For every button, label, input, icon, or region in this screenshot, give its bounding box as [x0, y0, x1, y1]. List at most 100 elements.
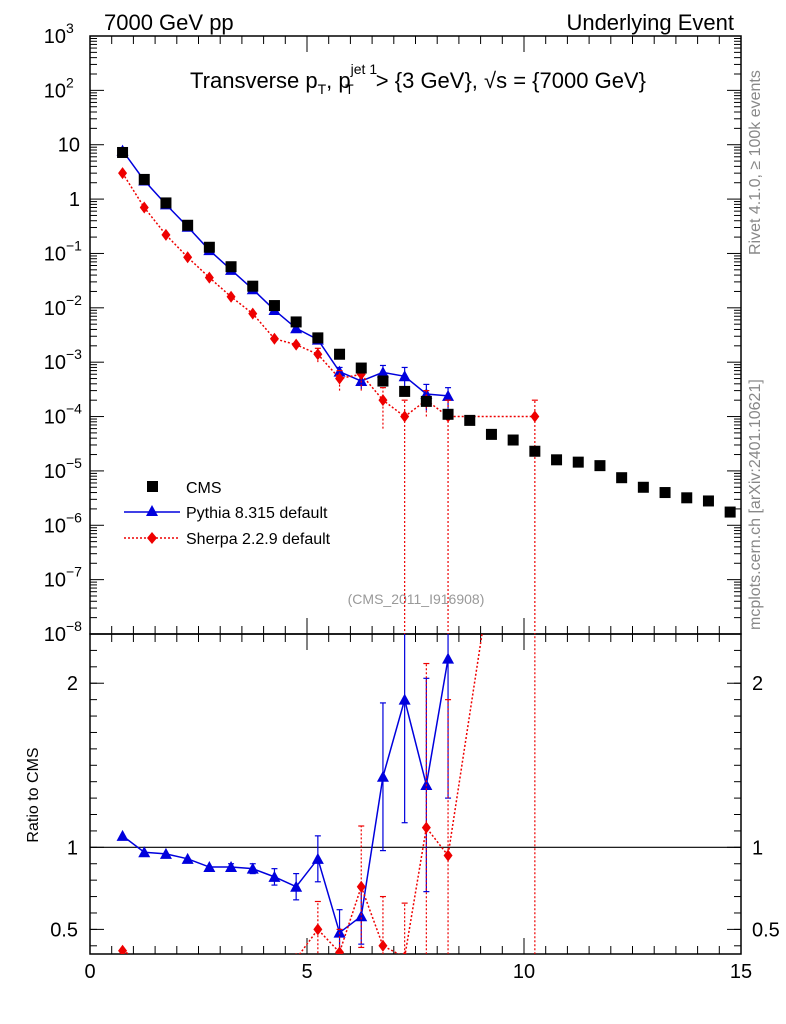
ratio-plot-frame: [89, 633, 742, 955]
sherpa-data-point: [226, 290, 236, 303]
cms-data-point: [203, 241, 215, 253]
pythia-data-point: [290, 880, 303, 892]
y-tick-label: 10−3: [44, 346, 82, 374]
mcplots-label: mcplots.cern.ch [arXiv:2401.10621]: [747, 379, 764, 630]
title-sub1: T: [318, 81, 327, 97]
legend-entry-cms: CMS: [147, 480, 222, 497]
sherpa-data-point: [530, 410, 540, 423]
sherpa-data-point: [227, 959, 236, 971]
cms-data-point: [616, 472, 628, 484]
sherpa-data-point: [313, 348, 323, 361]
pythia-data-point: [116, 829, 129, 841]
y-tick-label: 10−5: [44, 455, 82, 483]
y-tick-label-mantissa: 10: [44, 26, 66, 48]
y-tick-label-mantissa: 10: [44, 243, 66, 265]
sherpa-series: [118, 167, 540, 634]
y-tick-label: 10−1: [44, 237, 82, 265]
cms-data-point: [268, 300, 280, 312]
legend-cms-marker: [147, 481, 158, 492]
y-tick-label-mantissa: 10: [44, 407, 66, 429]
x-tick-label: 5: [301, 961, 312, 983]
y-tick-label-exponent: −3: [66, 346, 82, 362]
sherpa-data-point: [205, 961, 214, 973]
sherpa-data-point: [139, 201, 149, 214]
sherpa-data-point: [313, 923, 323, 936]
main-series-group: [116, 144, 736, 634]
sherpa-series-line: [121, 172, 535, 418]
sherpa-data-point: [140, 956, 149, 968]
cms-data-point: [442, 408, 454, 420]
pythia-series-line: [121, 150, 449, 397]
cms-data-point: [138, 173, 150, 185]
pythia-data-point: [225, 861, 238, 873]
x-tick-label: 10: [513, 961, 535, 983]
legend-pythia-label: Pythia 8.315 default: [186, 505, 328, 522]
header-right-label: Underlying Event: [566, 10, 734, 35]
cms-data-point: [485, 428, 497, 440]
cms-data-point: [312, 332, 324, 344]
y-tick-label-exponent: −4: [66, 401, 82, 417]
sherpa-data-point: [378, 939, 388, 952]
y-tick-label-mantissa: 10: [44, 515, 66, 537]
pythia-data-point: [203, 861, 216, 873]
pythia-data-point: [181, 852, 194, 864]
y-tick-label-exponent: −1: [66, 237, 82, 253]
legend-pythia-marker: [146, 505, 158, 516]
cms-data-point: [529, 445, 541, 457]
y-tick-label-exponent: 2: [66, 74, 74, 90]
x-tick-label: 15: [730, 961, 752, 983]
cms-data-point: [659, 487, 671, 499]
y-tick-label-mantissa: 10: [44, 624, 66, 646]
title-suffix: > {3 GeV}, √s = {7000 GeV}: [370, 68, 646, 93]
sherpa-data-point: [295, 952, 297, 954]
sherpa-data-point: [291, 338, 301, 351]
pythia-data-point: [355, 910, 368, 922]
title-sub2: T: [345, 81, 354, 97]
rivet-label: Rivet 4.1.0, ≥ 100k events: [747, 70, 764, 255]
cms-data-point: [724, 506, 736, 518]
cms-data-point: [507, 434, 519, 446]
pythia-data-point: [159, 847, 172, 859]
sherpa-data-point: [335, 946, 345, 954]
sherpa-data-point: [400, 410, 410, 423]
title-sup2: jet 1: [350, 61, 378, 77]
cms-data-point: [377, 375, 389, 387]
sherpa-data-point: [118, 167, 128, 180]
cms-data-point: [572, 456, 584, 468]
x-tick-label: 0: [84, 961, 95, 983]
analysis-watermark: (CMS_2011_I916908): [348, 591, 485, 607]
y-tick-label-exponent: −7: [66, 564, 82, 580]
ratio-y-axis-label: Ratio to CMS: [25, 747, 42, 842]
cms-data-point: [182, 219, 194, 231]
y-tick-label-mantissa: 10: [44, 461, 66, 483]
sherpa-data-point: [402, 951, 407, 954]
cms-data-point: [225, 261, 237, 273]
legend-sherpa-label: Sherpa 2.2.9 default: [186, 531, 331, 548]
cms-data-point: [702, 495, 714, 507]
sherpa-data-point: [248, 956, 257, 968]
y-tick-label-exponent: −8: [66, 618, 82, 634]
sherpa-ratio-series: [118, 283, 539, 976]
cms-data-point: [290, 316, 302, 328]
header-left-label: 7000 GeV pp: [104, 10, 234, 35]
y-tick-label-mantissa: 10: [44, 298, 66, 320]
pythia-data-point: [290, 322, 303, 334]
y-tick-label-mantissa: 10: [44, 352, 66, 374]
sherpa-data-point: [161, 963, 170, 975]
sherpa-data-point: [443, 849, 453, 862]
sherpa-data-point: [183, 964, 192, 976]
y-tick-label: 10−4: [44, 401, 82, 429]
legend: CMS Pythia 8.315 default Sherpa 2.2.9 de…: [124, 480, 331, 548]
y-tick-label-exponent: −2: [66, 292, 82, 308]
pythia-data-point: [268, 870, 281, 882]
cms-data-point: [355, 362, 367, 374]
title-mid: , p: [326, 68, 350, 93]
sherpa-data-point: [530, 283, 539, 295]
y-tick-label: 10−8: [44, 618, 82, 646]
ratio-tick-label-right: 0.5: [752, 919, 780, 941]
pythia-data-point: [442, 652, 455, 664]
pythia-data-point: [311, 852, 324, 864]
pythia-data-point: [376, 366, 389, 378]
y-tick-label: 10−2: [44, 292, 82, 320]
